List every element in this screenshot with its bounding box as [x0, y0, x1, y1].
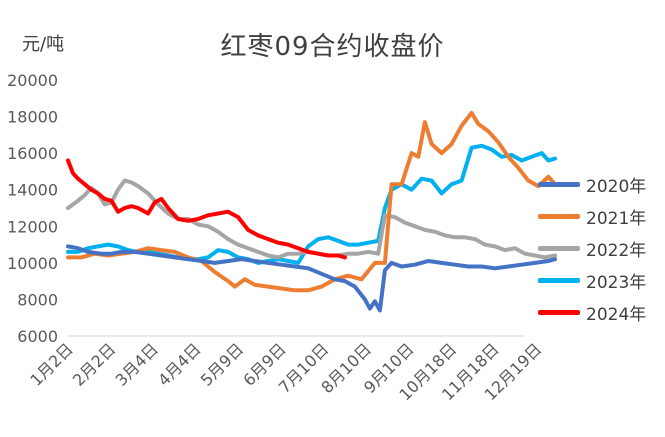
x-axis: 1月2日2月2日3月4日4月4日5月9日6月9日7月10日8月10日9月10日1… — [26, 335, 545, 404]
legend-item: 2021年 — [538, 200, 663, 232]
legend-swatch — [538, 309, 580, 315]
x-tick-label: 3月4日 — [112, 339, 162, 389]
series-line-3 — [66, 178, 557, 260]
chart-title: 红枣09合约收盘价 — [220, 32, 445, 62]
legend-swatch — [538, 181, 580, 187]
legend-swatch — [538, 213, 580, 219]
series-lines — [66, 110, 557, 313]
series-line-2 — [66, 110, 557, 293]
x-tick-label: 4月4日 — [154, 339, 204, 389]
legend-item: 2024年 — [538, 296, 663, 328]
series-line-4 — [66, 143, 557, 265]
y-tick-label: 12000 — [7, 217, 58, 236]
y-tick-label: 6000 — [17, 327, 58, 346]
y-tick-label: 18000 — [7, 108, 58, 127]
legend-label: 2023年 — [586, 272, 647, 293]
legend-label: 2022年 — [586, 240, 647, 261]
x-tick-label: 1月2日 — [26, 339, 76, 389]
legend-swatch — [538, 277, 580, 283]
y-tick-label: 16000 — [7, 144, 58, 163]
x-tick-label: 2月2日 — [69, 339, 119, 389]
x-tick-label: 5月9日 — [197, 339, 247, 389]
legend-item: 2022年 — [538, 232, 663, 264]
series-line-5 — [66, 158, 347, 260]
legend-item: 2020年 — [538, 168, 663, 200]
y-axis-unit-label: 元/吨 — [22, 34, 65, 55]
y-tick-label: 10000 — [7, 254, 58, 273]
chart-legend: 2020年 2021年 2022年 2023年 2024年 — [538, 168, 663, 328]
y-tick-label: 20000 — [7, 71, 58, 90]
series-line-1 — [66, 244, 557, 313]
legend-label: 2024年 — [586, 304, 647, 325]
legend-label: 2020年 — [586, 176, 647, 197]
legend-item: 2023年 — [538, 264, 663, 296]
y-tick-label: 8000 — [17, 290, 58, 309]
legend-label: 2021年 — [586, 208, 647, 229]
y-axis: 6000 8000 10000 12000 14000 16000 18000 20000 — [7, 71, 58, 346]
y-tick-label: 14000 — [7, 181, 58, 200]
legend-swatch — [538, 245, 580, 251]
